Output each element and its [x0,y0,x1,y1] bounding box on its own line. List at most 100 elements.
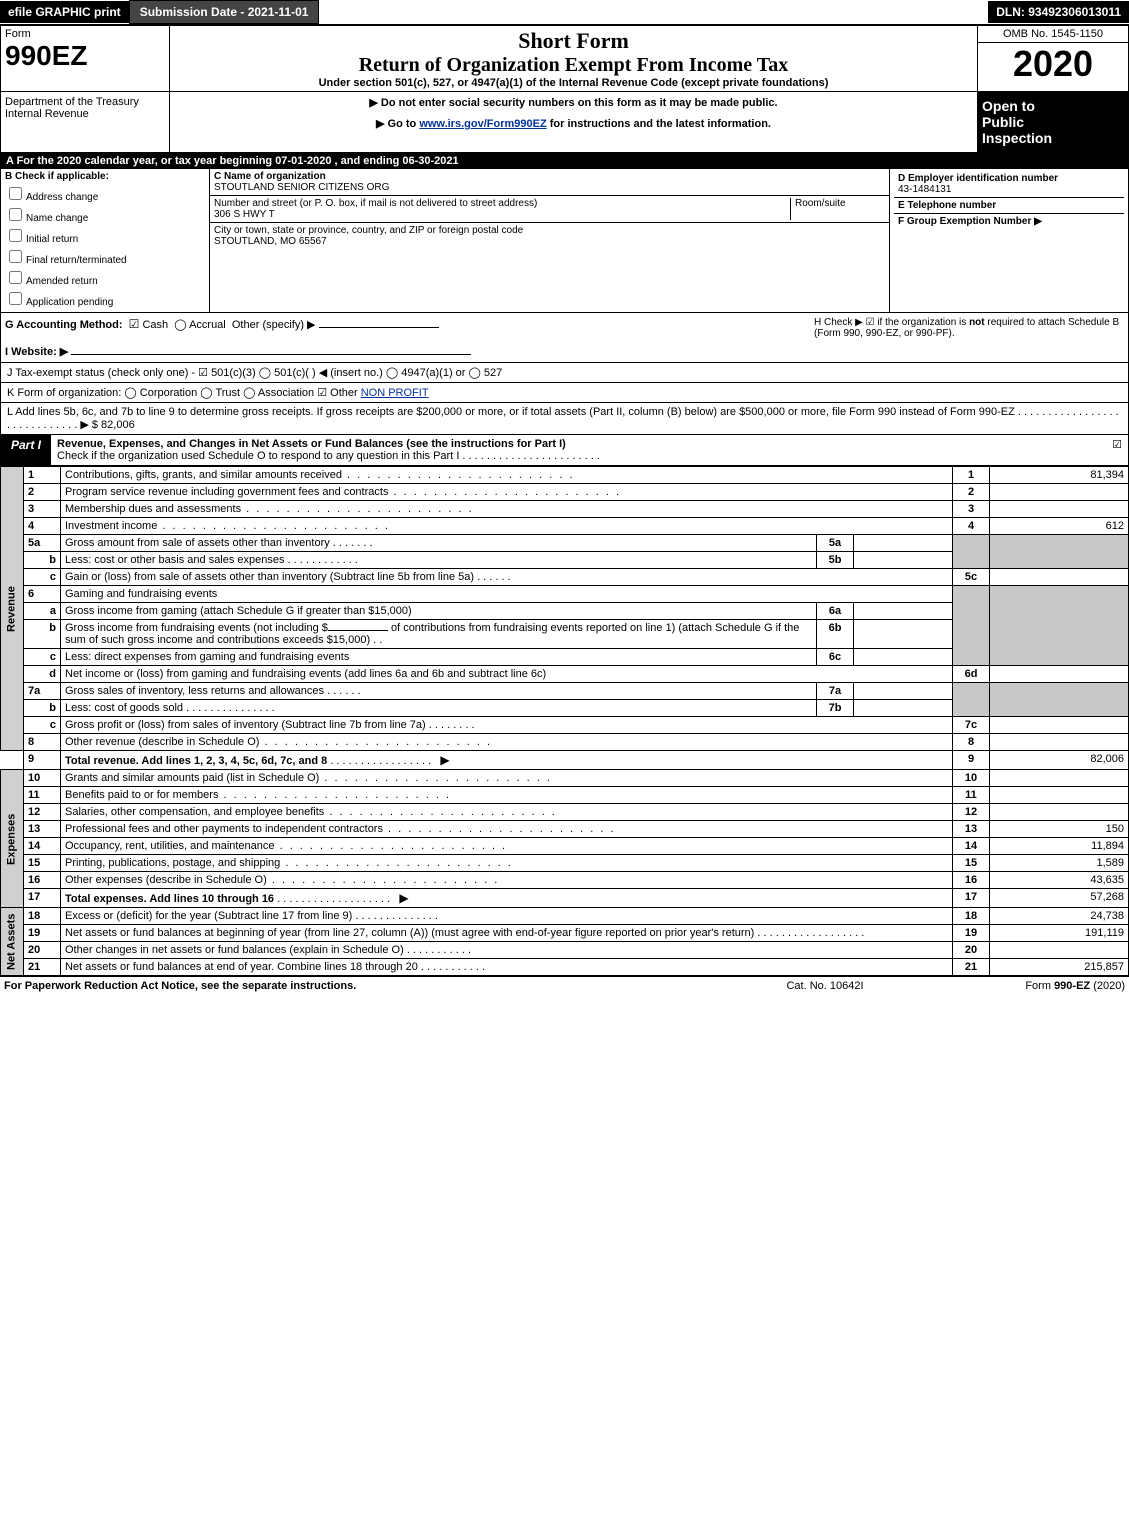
submission-date: Submission Date - 2021-11-01 [129,0,320,24]
line-6d-amount [990,666,1129,683]
open-to: Open to [982,98,1124,114]
cash-checkbox-icon: ☑ [129,317,140,331]
f-group-label: F Group Exemption Number ▶ [898,216,1120,227]
line-3-amount [990,501,1129,518]
line-4-amount: 612 [990,518,1129,535]
arrow-icon: ▶ [440,753,449,767]
org-address: 306 S HWY T [214,209,790,220]
part-i-tab: Part I [1,435,51,465]
short-form-title: Short Form [174,28,973,54]
cat-number: Cat. No. 10642I [725,980,925,992]
org-city: STOUTLAND, MO 65567 [214,236,885,247]
line-5c-amount [990,569,1129,586]
final-return-checkbox[interactable] [9,250,22,263]
page-footer: For Paperwork Reduction Act Notice, see … [0,976,1129,995]
top-bar: efile GRAPHIC print Submission Date - 20… [0,0,1129,24]
under-section: Under section 501(c), 527, or 4947(a)(1)… [174,77,973,89]
c-city-label: City or town, state or province, country… [214,225,885,236]
line-17-amount: 57,268 [990,889,1129,908]
line-1-amount: 81,394 [990,467,1129,484]
dept-treasury: Department of the Treasury Internal Reve… [1,92,170,152]
paperwork-notice: For Paperwork Reduction Act Notice, see … [4,980,725,992]
initial-return-checkbox[interactable] [9,229,22,242]
form-title-box: Short Form Return of Organization Exempt… [170,26,978,91]
line-6c-amount [854,649,953,666]
amended-return-checkbox[interactable] [9,271,22,284]
ein-value: 43-1484131 [898,184,1120,195]
room-suite-label: Room/suite [790,198,885,220]
goto-link-line: ▶ Go to www.irs.gov/Form990EZ for instru… [174,117,973,130]
part-i-schedule-o-check[interactable]: ☑ [1106,435,1128,465]
org-name: STOUTLAND SENIOR CITIZENS ORG [214,182,885,193]
line-2-amount [990,484,1129,501]
form-number-box: Form 990EZ [1,26,170,91]
line-j-tax-exempt: J Tax-exempt status (check only one) - ☑… [0,363,1129,383]
arrow-icon: ▶ [399,891,408,905]
line-9-amount: 82,006 [990,751,1129,770]
accrual-checkbox-icon: ◯ [174,319,186,331]
website-input[interactable] [71,354,471,355]
gross-receipts-amount: 82,006 [101,419,135,431]
part-i-title: Revenue, Expenses, and Changes in Net As… [51,435,1106,465]
line-10-amount [990,770,1129,787]
inspection-box: Open to Public Inspection [978,92,1128,152]
line-21-amount: 215,857 [990,959,1129,976]
line-6b-amount [854,620,953,649]
inspection: Inspection [982,130,1124,146]
c-addr-label: Number and street (or P. O. box, if mail… [214,198,790,209]
b-label: B Check if applicable: [5,171,205,182]
line-6a-amount [854,603,953,620]
d-ein-label: D Employer identification number [898,173,1120,184]
return-title: Return of Organization Exempt From Incom… [174,54,973,77]
non-profit-link[interactable]: NON PROFIT [361,387,429,399]
line-13-amount: 150 [990,821,1129,838]
dln-label: DLN: 93492306013011 [988,1,1129,23]
line-14-amount: 11,894 [990,838,1129,855]
line-8-amount [990,734,1129,751]
line-15-amount: 1,589 [990,855,1129,872]
line-7a-amount [854,683,953,700]
entity-box: B Check if applicable: Address change Na… [0,169,1129,313]
g-label: G Accounting Method: [5,319,123,331]
application-pending-checkbox[interactable] [9,292,22,305]
line-20-amount [990,942,1129,959]
omb-number: OMB No. 1545-1150 [978,26,1128,43]
h-schedule-b: H Check ▶ ☑ if the organization is not r… [814,317,1124,358]
line-g-accounting: G Accounting Method: ☑ Cash ◯ Accrual Ot… [0,313,1129,363]
public: Public [982,114,1124,130]
name-change-checkbox[interactable] [9,208,22,221]
lines-table: Revenue 1 Contributions, gifts, grants, … [0,466,1129,976]
e-phone-label: E Telephone number [898,200,1120,211]
form-990ez: 990EZ [5,40,165,72]
line-16-amount: 43,635 [990,872,1129,889]
line-k-form-org: K Form of organization: ◯ Corporation ◯ … [0,383,1129,403]
line-11-amount [990,787,1129,804]
column-d-ein: D Employer identification number 43-1484… [890,169,1128,312]
line-7c-amount [990,717,1129,734]
address-change-checkbox[interactable] [9,187,22,200]
line-5b-amount [854,552,953,569]
form-header: Form 990EZ Short Form Return of Organiza… [0,24,1129,92]
c-name-label: C Name of organization [214,171,885,182]
other-specify-input[interactable] [319,327,439,328]
dept-row: Department of the Treasury Internal Reve… [0,92,1129,153]
section-a-period: A For the 2020 calendar year, or tax yea… [0,153,1129,169]
line-18-amount: 24,738 [990,908,1129,925]
line-l-gross-receipts: L Add lines 5b, 6c, and 7b to line 9 to … [0,403,1129,435]
column-c-org: C Name of organization STOUTLAND SENIOR … [210,169,890,312]
line-6b-contrib-input[interactable] [328,630,388,631]
header-right-box: OMB No. 1545-1150 2020 [978,26,1128,91]
ssn-warning: ▶ Do not enter social security numbers o… [174,96,973,109]
form-label: Form [5,28,165,40]
line-7b-amount [854,700,953,717]
net-assets-side-label: Net Assets [1,908,24,976]
form-ref: Form 990-EZ (2020) [925,980,1125,992]
irs-link[interactable]: www.irs.gov/Form990EZ [419,118,546,130]
instructions-box: ▶ Do not enter social security numbers o… [170,92,978,152]
line-5a-amount [854,535,953,552]
part-i-header: Part I Revenue, Expenses, and Changes in… [0,435,1129,466]
line-12-amount [990,804,1129,821]
efile-label[interactable]: efile GRAPHIC print [0,1,129,23]
revenue-side-label: Revenue [1,467,24,751]
i-website-label: I Website: ▶ [5,346,68,358]
